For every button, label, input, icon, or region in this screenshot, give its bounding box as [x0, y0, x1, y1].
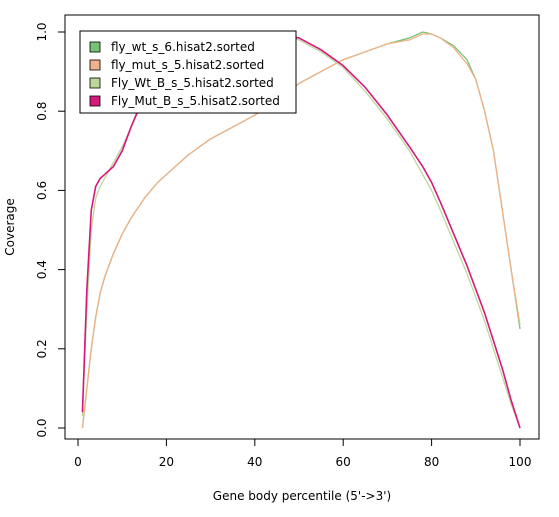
y-tick-label: 0.4	[35, 260, 49, 279]
legend-swatch	[89, 95, 101, 107]
x-tick-label: 100	[509, 455, 532, 469]
x-tick-label: 40	[247, 455, 262, 469]
x-axis-label: Gene body percentile (5'->3')	[213, 489, 391, 503]
legend-swatch	[89, 59, 101, 71]
x-tick-label: 80	[424, 455, 439, 469]
x-axis: 0 20 40 60 80 100	[74, 438, 532, 469]
legend-swatch	[89, 77, 101, 89]
y-tick-label: 0.6	[35, 181, 49, 200]
y-tick-label: 1.0	[35, 22, 49, 41]
legend-label: fly_mut_s_5.hisat2.sorted	[111, 58, 264, 72]
y-axis-label: Coverage	[3, 198, 17, 256]
x-tick-label: 0	[74, 455, 82, 469]
legend-box	[79, 30, 297, 114]
legend-label: Fly_Mut_B_s_5.hisat2.sorted	[111, 94, 280, 108]
y-tick-label: 0.0	[35, 418, 49, 437]
y-axis: 0.0 0.2 0.4 0.6 0.8 1.0	[35, 22, 66, 438]
x-tick-label: 60	[336, 455, 351, 469]
legend-label: fly_wt_s_6.hisat2.sorted	[111, 40, 255, 54]
y-tick-label: 0.8	[35, 102, 49, 121]
x-tick-label: 20	[159, 455, 174, 469]
y-tick-label: 0.2	[35, 339, 49, 358]
legend: fly_wt_s_6.hisat2.sorted fly_mut_s_5.hisa…	[79, 30, 297, 114]
legend-swatch	[89, 41, 101, 53]
legend-label: Fly_Wt_B_s_5.hisat2.sorted	[111, 76, 274, 90]
